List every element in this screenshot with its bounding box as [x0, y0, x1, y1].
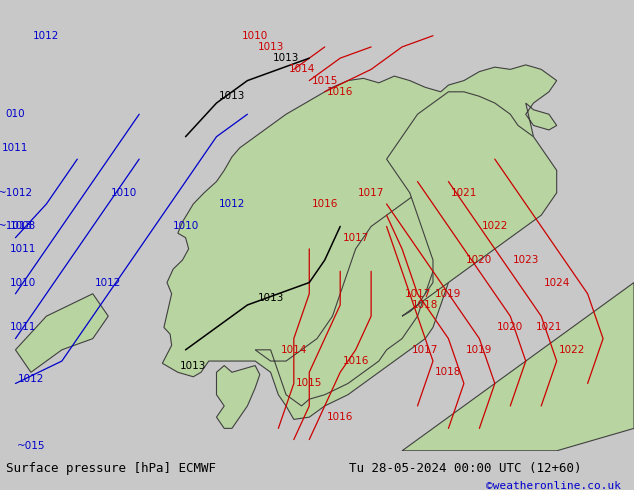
Text: 1012: 1012: [95, 277, 122, 288]
Text: 1012: 1012: [18, 374, 44, 384]
Text: 1015: 1015: [296, 378, 323, 389]
Text: 1013: 1013: [257, 42, 284, 52]
Polygon shape: [255, 125, 518, 406]
Text: 1016: 1016: [342, 356, 369, 366]
Text: 1021: 1021: [451, 188, 477, 198]
Text: 1016: 1016: [327, 87, 353, 97]
Text: 1011: 1011: [10, 322, 36, 332]
Polygon shape: [15, 294, 108, 372]
Text: 1011: 1011: [10, 244, 36, 254]
Text: Tu 28-05-2024 00:00 UTC (12+60): Tu 28-05-2024 00:00 UTC (12+60): [349, 462, 581, 475]
Text: 010: 010: [6, 109, 25, 119]
Text: 1014: 1014: [281, 345, 307, 355]
Text: 1017: 1017: [404, 289, 430, 299]
Text: 1019: 1019: [466, 345, 493, 355]
Text: 1020: 1020: [497, 322, 524, 332]
Text: 1016: 1016: [311, 199, 338, 209]
Text: 1013: 1013: [180, 361, 207, 370]
Text: 1021: 1021: [536, 322, 562, 332]
Text: 1015: 1015: [311, 75, 338, 86]
Text: 1013: 1013: [219, 91, 245, 101]
Text: ~1013: ~1013: [0, 221, 33, 231]
Text: ~1012: ~1012: [0, 188, 33, 198]
Text: ~015: ~015: [16, 441, 45, 451]
Text: 1017: 1017: [412, 345, 439, 355]
Text: 1017: 1017: [358, 188, 384, 198]
Text: 1022: 1022: [559, 345, 585, 355]
Text: 1011: 1011: [3, 143, 29, 153]
Text: 1010: 1010: [242, 31, 268, 41]
Text: 1012: 1012: [33, 31, 60, 41]
Text: 1012: 1012: [219, 199, 245, 209]
Text: 1018: 1018: [412, 300, 439, 310]
Polygon shape: [402, 283, 634, 451]
Text: 1014: 1014: [288, 64, 314, 74]
Text: 1018: 1018: [436, 368, 462, 377]
Polygon shape: [162, 65, 557, 419]
Text: ©weatheronline.co.uk: ©weatheronline.co.uk: [486, 481, 621, 490]
Text: 1024: 1024: [543, 277, 570, 288]
Text: 1017: 1017: [342, 233, 369, 243]
Text: 1022: 1022: [482, 221, 508, 231]
Polygon shape: [216, 366, 260, 428]
Text: 1023: 1023: [512, 255, 539, 265]
Text: 1010: 1010: [110, 188, 137, 198]
Text: 1010: 1010: [172, 221, 198, 231]
Text: 1013: 1013: [257, 293, 284, 303]
Text: Surface pressure [hPa] ECMWF: Surface pressure [hPa] ECMWF: [6, 462, 216, 475]
Text: 1013: 1013: [273, 53, 299, 63]
Polygon shape: [387, 92, 557, 316]
Text: 1010: 1010: [10, 277, 36, 288]
Text: 1016: 1016: [327, 412, 353, 422]
Text: 1020: 1020: [466, 255, 493, 265]
Text: 1008: 1008: [10, 221, 36, 231]
Text: 1019: 1019: [436, 289, 462, 299]
